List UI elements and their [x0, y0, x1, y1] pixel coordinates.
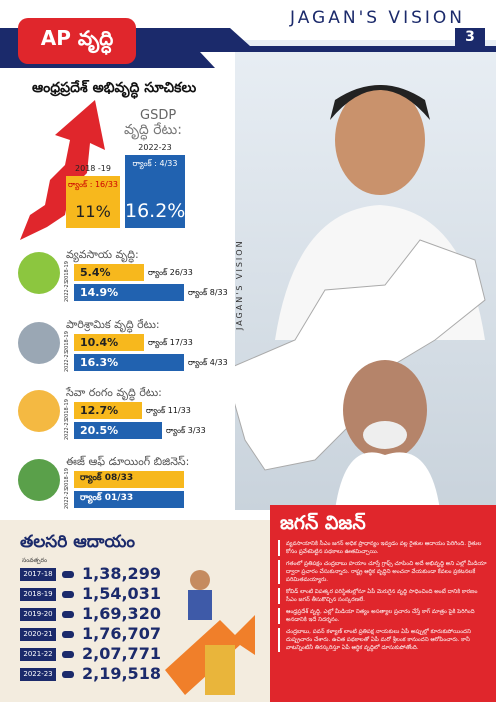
per-capita-value: 1,38,299: [82, 564, 161, 583]
row-rank: ర్యాంక్ 26/33: [148, 268, 193, 277]
gsdp-title: GSDP: [140, 108, 177, 123]
row-rank: ర్యాంక్ 17/33: [148, 338, 193, 347]
vision-title: జగన్ విజన్: [280, 512, 366, 534]
gsdp-value: 16.2%: [125, 200, 186, 222]
sector-bar: [74, 284, 184, 301]
row-value: 10.4%: [80, 336, 119, 349]
gsdp-rank: ర్యాంక్ : 4/33: [132, 159, 178, 168]
gsdp-subtitle: వృద్ధి రేటు:: [124, 122, 182, 138]
gsdp-value: 11%: [75, 202, 111, 221]
side-text: JAGAN'S VISION: [235, 239, 244, 330]
row-rank: ర్యాంక్ 3/33: [166, 426, 206, 435]
sector-icon: [18, 252, 60, 294]
gsdp-year: 2022-23: [138, 143, 172, 152]
sector-icon: [18, 459, 60, 501]
year-pill: 2019-20: [20, 608, 56, 621]
vision-bullet: చంద్రబాబు, పవన్ కళ్యాణ్ లాంటి ప్రతిపక్ష …: [278, 628, 490, 652]
arrow-icon: [20, 100, 105, 240]
gsdp-year: 2018 -19: [75, 164, 111, 173]
year-pill: 2017-18: [20, 568, 56, 581]
year-pill: 2020-21: [20, 628, 56, 641]
row-year: 2022-23: [64, 488, 70, 509]
sector-title: ఈజ్ ఆఫ్ డూయింగ్ బిజినెస్:: [66, 455, 190, 468]
header-art: [0, 0, 496, 68]
sector-bar: [74, 264, 144, 281]
gsdp-bar: [125, 155, 185, 228]
row-year: 2018-19: [64, 468, 70, 489]
per-capita-value: 2,07,771: [82, 644, 161, 663]
sector-bar: [74, 422, 162, 439]
sector-bar: [74, 354, 184, 371]
row-icon: [62, 571, 74, 578]
vision-bullet: గతంలో ప్రతిపక్షం చంద్రబాబు హయాం చూస్తే గ…: [278, 560, 490, 584]
subtitle: ఆంధ్రప్రదేశ్ అభివృద్ధి సూచికలు: [32, 80, 197, 96]
row-rank: ర్యాంక్ 11/33: [146, 406, 191, 415]
row-value: 14.9%: [80, 286, 119, 299]
row-icon: [62, 611, 74, 618]
row-value: 12.7%: [80, 404, 119, 417]
gsdp-rank: ర్యాంక్ : 16/33: [67, 180, 119, 189]
sector-icon: [18, 390, 60, 432]
per-capita-value: 1,76,707: [82, 624, 161, 643]
row-year: 2022-23: [64, 419, 70, 440]
per-capita-title: తలసరి ఆదాయం: [20, 532, 135, 552]
year-pill: 2018-19: [20, 588, 56, 601]
sector-bar: [74, 402, 142, 419]
page-number: 3: [465, 29, 475, 45]
badge: AP వృద్ధి: [40, 26, 114, 50]
row-year: 2018-19: [64, 261, 70, 282]
row-year: 2018-19: [64, 399, 70, 420]
row-icon: [62, 591, 74, 598]
coins-art: [165, 570, 255, 695]
sector-icon: [18, 322, 60, 364]
photo-art: [235, 85, 486, 510]
brand: JAGAN'S VISION: [290, 8, 465, 28]
row-icon: [62, 631, 74, 638]
row-icon: [62, 671, 74, 678]
vision-bullet: వ్యవసాయానికి సీఎం జగన్ అధిక ప్రాధాన్యం ఇ…: [278, 540, 490, 556]
row-year: 2018-19: [64, 331, 70, 352]
vision-bullet: కోవిడ్ లాంటి విపత్కర పరిస్థితుల్లోనూ ఏపీ…: [278, 588, 490, 604]
per-capita-value: 1,69,320: [82, 604, 161, 623]
row-value: ర్యాంక్ 01/33: [80, 493, 134, 503]
vision-panel: [270, 505, 496, 702]
sector-title: వ్యవసాయ వృద్ధి:: [66, 248, 139, 261]
row-rank: ర్యాంక్ 8/33: [188, 288, 228, 297]
vision-bullet: ఆంధ్రప్రదేశ్ వృద్ధి, ఎల్లో మీడియా నిత్యం…: [278, 608, 490, 624]
row-value: ర్యాంక్ 08/33: [80, 473, 134, 483]
year-pill: 2021-22: [20, 648, 56, 661]
row-year: 2022-23: [64, 351, 70, 372]
row-rank: ర్యాంక్ 4/33: [188, 358, 228, 367]
sector-bar: [74, 491, 184, 508]
row-value: 5.4%: [80, 266, 111, 279]
per-capita-value: 2,19,518: [82, 664, 161, 683]
gsdp-bar: [66, 176, 120, 228]
row-value: 20.5%: [80, 424, 119, 437]
year-header: సంవత్సరం: [22, 557, 48, 564]
row-year: 2022-23: [64, 281, 70, 302]
sector-bar: [74, 471, 184, 488]
row-value: 16.3%: [80, 356, 119, 369]
row-icon: [62, 651, 74, 658]
sector-title: సేవా రంగం వృద్ధి రేటు:: [66, 386, 162, 399]
year-pill: 2022-23: [20, 668, 56, 681]
sector-bar: [74, 334, 144, 351]
sector-title: పారిశ్రామిక వృద్ధి రేటు:: [66, 318, 160, 331]
per-capita-value: 1,54,031: [82, 584, 161, 603]
